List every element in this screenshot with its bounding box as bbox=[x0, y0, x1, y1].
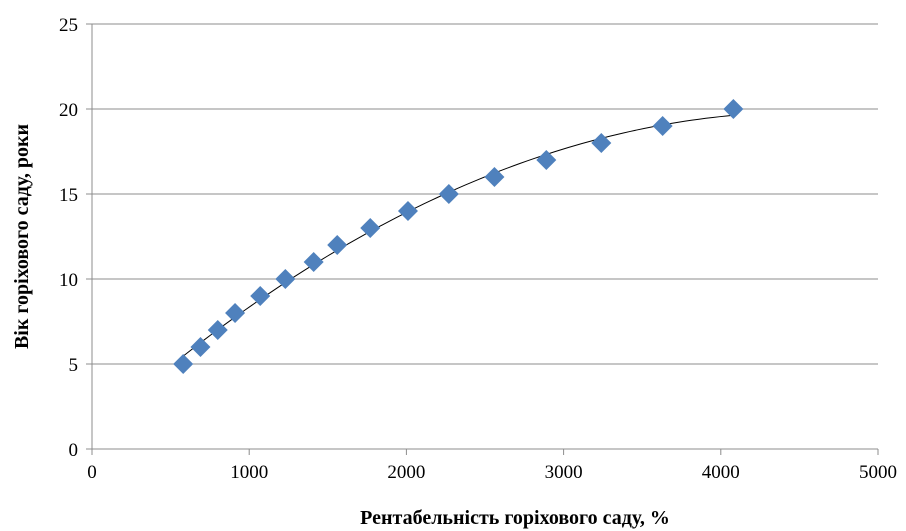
y-tick-label: 15 bbox=[59, 185, 78, 206]
y-tick-label: 25 bbox=[59, 15, 78, 36]
x-tick-label: 4000 bbox=[702, 462, 740, 483]
trend-line bbox=[182, 114, 734, 357]
data-point bbox=[173, 354, 194, 374]
data-point bbox=[250, 286, 271, 306]
data-point bbox=[190, 337, 211, 357]
grid-lines bbox=[92, 23, 878, 365]
x-tick-label: 3000 bbox=[545, 462, 583, 483]
x-tick-label: 2000 bbox=[387, 462, 425, 483]
data-point bbox=[360, 218, 381, 238]
axes bbox=[86, 23, 879, 455]
data-point bbox=[397, 201, 418, 221]
data-point bbox=[438, 184, 459, 204]
data-points bbox=[173, 99, 744, 374]
data-point bbox=[327, 235, 348, 255]
data-point bbox=[225, 303, 246, 323]
data-point bbox=[275, 269, 296, 289]
y-tick-label: 0 bbox=[69, 440, 79, 461]
data-point bbox=[303, 252, 324, 272]
data-point bbox=[207, 320, 228, 340]
y-tick-label: 10 bbox=[59, 270, 78, 291]
data-point bbox=[536, 150, 557, 170]
tick-labels: 0 1000 2000 3000 4000 5000 0 5 10 15 20 25 bbox=[59, 15, 897, 483]
data-point bbox=[723, 99, 744, 119]
y-tick-label: 20 bbox=[59, 100, 78, 121]
x-tick-label: 5000 bbox=[859, 462, 897, 483]
x-tick-label: 0 bbox=[87, 462, 97, 483]
y-axis-title: Вік горіхового саду, роки bbox=[11, 124, 33, 349]
x-axis-title: Рентабельність горіхового саду, % bbox=[360, 507, 670, 529]
x-tick-label: 1000 bbox=[230, 462, 268, 483]
y-tick-label: 5 bbox=[69, 355, 79, 376]
data-point bbox=[591, 133, 612, 153]
data-point bbox=[484, 167, 505, 187]
data-point bbox=[652, 116, 673, 136]
